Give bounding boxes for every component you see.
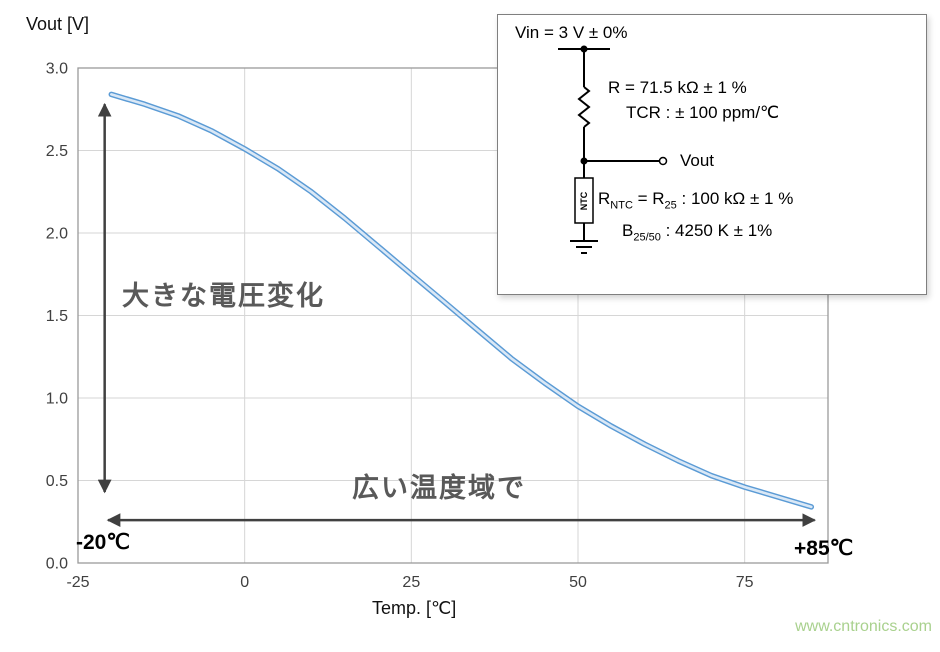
y-tick-label: 1.0 bbox=[46, 391, 68, 408]
y-tick-label: 1.5 bbox=[46, 308, 68, 325]
plot-frame bbox=[77, 67, 829, 564]
y-tick-label: 2.5 bbox=[46, 143, 68, 160]
x-tick-label: 50 bbox=[569, 574, 587, 591]
plot-border bbox=[77, 67, 829, 564]
y-tick-label: 2.0 bbox=[46, 226, 68, 243]
axis-tick-labels: -25 0 25 50 75 0.0 0.5 1.0 1.5 2.0 2.5 3.0 bbox=[46, 61, 754, 592]
vin-label: Vin = 3 V ± 0% bbox=[515, 23, 628, 42]
vout-curve bbox=[108, 91, 815, 510]
ntc-label: NTC bbox=[579, 191, 589, 210]
x-tick-label: 75 bbox=[736, 574, 754, 591]
tcr-label: TCR : ± 100 ppm/℃ bbox=[626, 103, 780, 122]
y-tick-label: 0.5 bbox=[46, 473, 68, 490]
x-tick-label: 0 bbox=[240, 574, 249, 591]
vout-label: Vout bbox=[680, 151, 715, 170]
vout-terminal bbox=[658, 156, 668, 166]
temp-range-annotation: 広い温度域で bbox=[352, 473, 526, 503]
rntc-label: RNTC = R25 : 100 kΩ ± 1 % bbox=[598, 189, 794, 212]
x-axis-title: Temp. [℃] bbox=[372, 598, 457, 618]
r-label: R = 71.5 kΩ ± 1 % bbox=[608, 78, 747, 97]
circuit-diagram: NTC bbox=[558, 45, 668, 254]
vout-node-dot bbox=[580, 157, 588, 165]
y-axis-title: Vout [V] bbox=[26, 14, 90, 34]
temp-min-label: -20℃ bbox=[76, 531, 130, 554]
curve-band-center bbox=[110, 93, 813, 509]
x-tick-label: 25 bbox=[402, 574, 420, 591]
y-tick-label: 0.0 bbox=[46, 556, 68, 573]
circuit-inset: NTC Vin = 3 V ± 0% R = 71.5 kΩ ± 1 % TCR… bbox=[497, 14, 927, 295]
vin-node-dot bbox=[580, 45, 588, 53]
b-label: B25/50 : 4250 K ± 1% bbox=[622, 221, 773, 244]
y-tick-label: 3.0 bbox=[46, 61, 68, 78]
annotation-arrows bbox=[97, 102, 817, 527]
temp-max-label: +85℃ bbox=[794, 537, 854, 560]
voltage-change-annotation: 大きな電圧変化 bbox=[122, 281, 325, 311]
resistor-symbol bbox=[577, 86, 591, 128]
watermark: www.cntronics.com bbox=[795, 618, 932, 635]
x-tick-label: -25 bbox=[66, 574, 89, 591]
